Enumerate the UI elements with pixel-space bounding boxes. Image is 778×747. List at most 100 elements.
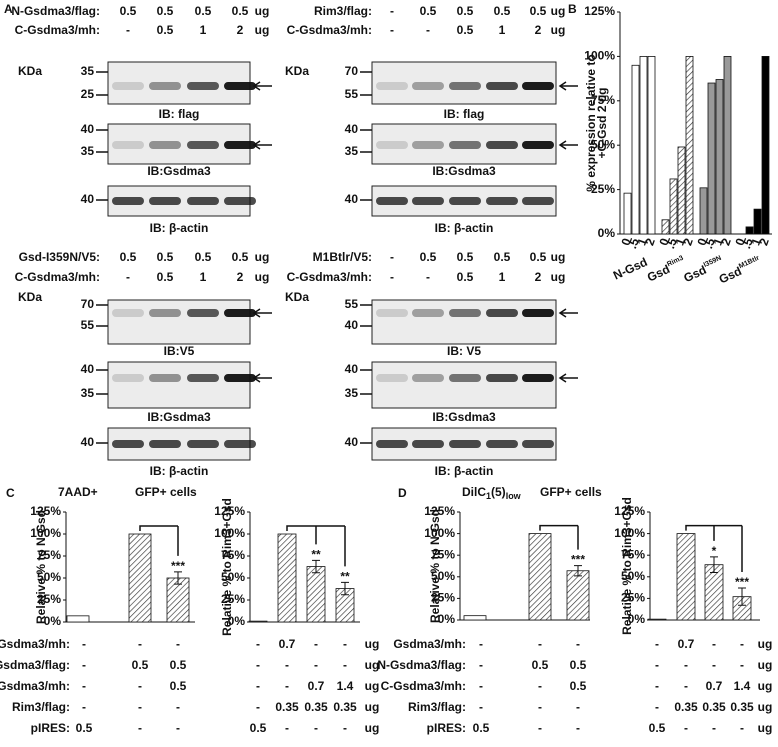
band: [522, 82, 554, 90]
band: [149, 197, 181, 205]
unit: ug: [365, 721, 380, 735]
band: [224, 197, 256, 205]
dose: -: [343, 637, 347, 651]
significance-bracket: [685, 524, 743, 573]
mw-marker: 35: [81, 386, 95, 400]
bar: [306, 566, 326, 623]
band: [149, 309, 181, 317]
band-arrow: [558, 140, 578, 150]
dose: -: [576, 637, 580, 651]
dose: 0.35: [702, 700, 726, 714]
bar-label: 0: [732, 236, 748, 247]
bar: [647, 56, 656, 235]
band: [486, 309, 518, 317]
dose: -: [256, 637, 260, 651]
bar: [753, 208, 762, 235]
kda-label: KDa: [18, 64, 42, 78]
bar: [128, 533, 152, 623]
blot-label: IB:Gsdma3: [147, 410, 211, 424]
bar-label: 0: [618, 236, 634, 247]
bar: [677, 146, 686, 235]
bar: [566, 570, 590, 621]
significance: **: [311, 548, 321, 562]
dose: -: [655, 658, 659, 672]
dose: -: [426, 23, 430, 37]
mw-marker: 40: [345, 435, 359, 449]
bar: [723, 56, 732, 235]
y-tick-label: 0%: [628, 612, 646, 626]
condition-label: Gsdma3/mh:: [0, 637, 70, 651]
bar-label: 0: [694, 236, 710, 247]
panel-header: GFP+ cells: [135, 485, 197, 499]
bar: [745, 226, 754, 235]
band: [187, 374, 219, 382]
bar-label: 2: [642, 236, 658, 247]
dose: 1.4: [734, 679, 751, 693]
bar: [463, 615, 487, 621]
panel-label: D: [398, 486, 407, 500]
condition-label: C-Gsdma3/mh:: [287, 23, 372, 37]
band: [522, 309, 554, 317]
dose: 0.7: [308, 679, 325, 693]
condition-label: Gsdma3/mh:: [393, 637, 466, 651]
bar: [66, 615, 90, 623]
dose: -: [82, 700, 86, 714]
band: [224, 141, 256, 149]
band-arrow: [252, 140, 272, 150]
band: [412, 197, 444, 205]
unit: ug: [365, 637, 380, 651]
bar: [676, 533, 696, 621]
dose: -: [390, 4, 394, 18]
dose: 0.35: [333, 700, 357, 714]
dose: 0.5: [157, 270, 174, 284]
band: [412, 82, 444, 90]
dose: -: [82, 679, 86, 693]
band: [112, 141, 144, 149]
blot-label: IB:Gsdma3: [147, 164, 211, 178]
group-label: GsdM1Btlr: [717, 254, 764, 286]
mw-marker: 35: [81, 64, 95, 78]
dose: 0.5: [494, 4, 511, 18]
unit: ug: [551, 250, 566, 264]
bar: [277, 533, 297, 623]
dose: -: [576, 721, 580, 735]
y-axis-label: Relative % to N-Gsd: [428, 509, 442, 623]
band-arrow: [252, 373, 272, 383]
bar: [647, 618, 667, 621]
band: [449, 82, 481, 90]
y-tick-label: 0%: [438, 612, 456, 626]
dose: -: [740, 658, 744, 672]
bar-label: .5: [625, 236, 642, 250]
dose: -: [655, 700, 659, 714]
band: [486, 141, 518, 149]
dose: -: [538, 637, 542, 651]
dose: 0.5: [157, 4, 174, 18]
error-bar: [312, 559, 320, 574]
dose: -: [655, 637, 659, 651]
band: [449, 141, 481, 149]
dose: -: [479, 658, 483, 672]
y-tick-label: 50%: [221, 570, 245, 584]
mw-marker: 40: [81, 435, 95, 449]
y-tick-label: 75%: [431, 547, 455, 561]
dose: -: [176, 721, 180, 735]
y-tick-label: 100%: [30, 526, 61, 540]
unit: ug: [758, 721, 773, 735]
blot-label: IB: V5: [447, 344, 481, 358]
kda-label: KDa: [18, 290, 42, 304]
dose: -: [740, 721, 744, 735]
band: [376, 440, 408, 448]
dose: -: [390, 250, 394, 264]
dose: -: [285, 721, 289, 735]
dose: -: [655, 679, 659, 693]
dose: 0.5: [532, 658, 549, 672]
dose: 1: [200, 23, 207, 37]
bar-label: 2: [718, 236, 734, 247]
band: [522, 440, 554, 448]
mw-marker: 70: [345, 64, 359, 78]
bar: [623, 192, 632, 235]
group-sup: Rim3: [666, 255, 685, 269]
dose: -: [82, 637, 86, 651]
dose: -: [176, 637, 180, 651]
dose: -: [343, 721, 347, 735]
